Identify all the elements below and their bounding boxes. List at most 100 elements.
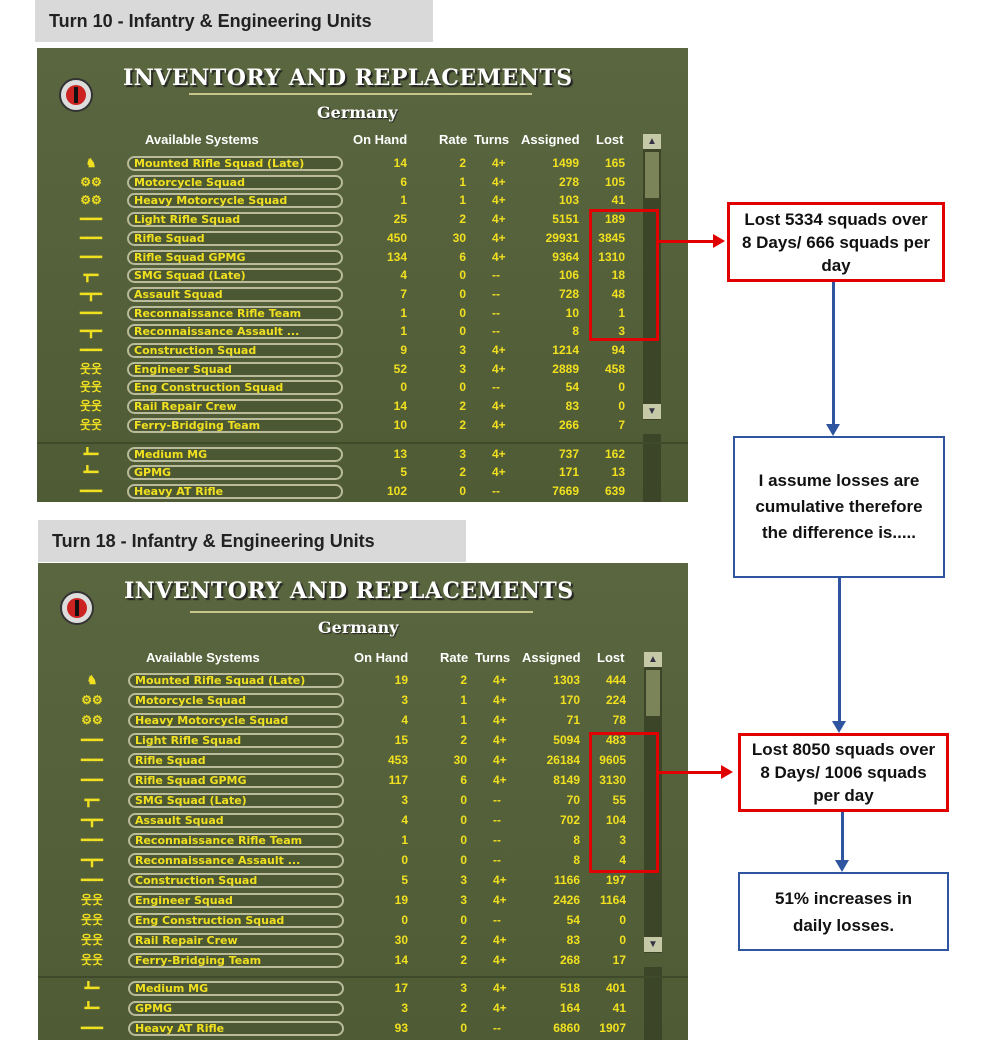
- rate-value: 0: [459, 268, 466, 283]
- scroll-up-button[interactable]: ▲: [643, 134, 661, 149]
- on-hand-value: 19: [394, 673, 408, 687]
- lost-value: 7: [618, 417, 625, 432]
- system-name-button[interactable]: Engineer Squad: [127, 361, 343, 377]
- system-name-button[interactable]: Mounted Rifle Squad (Late): [128, 673, 344, 688]
- lost-value: 18: [611, 268, 625, 283]
- on-hand-value: 9: [400, 343, 407, 357]
- system-name-button[interactable]: Eng Construction Squad: [127, 380, 343, 396]
- on-hand-value: 17: [394, 981, 408, 995]
- lost-value: 444: [605, 673, 626, 687]
- table-row: ⚙⚙ Heavy Motorcycle Squad 4 1 4+ 71 78: [38, 713, 658, 733]
- system-name-button[interactable]: Heavy Motorcycle Squad: [127, 193, 343, 209]
- rifle-icon: ━━━: [81, 733, 103, 747]
- system-name-button[interactable]: Ferry-Bridging Team: [128, 953, 344, 968]
- engineers-icon: 웃웃: [80, 933, 104, 947]
- scroll-up-button[interactable]: ▲: [644, 652, 662, 667]
- turn-18-lost-highlight: [589, 732, 659, 873]
- table-row: 웃웃 Rail Repair Crew 14 2 4+ 83 0: [37, 399, 657, 418]
- table-row: 웃웃 Engineer Squad 52 3 4+ 2889 458: [37, 361, 657, 381]
- turn-10-caption: Turn 10 - Infantry & Engineering Units: [35, 0, 433, 42]
- system-name-button[interactable]: GPMG: [127, 465, 343, 481]
- assigned-value: 170: [559, 693, 580, 707]
- on-hand-value: 0: [401, 853, 408, 867]
- flow-arrowhead-3-icon: [835, 860, 849, 872]
- table-row: ━━━ Light Rifle Squad 15 2 4+ 5094 483: [38, 733, 658, 753]
- system-name-button[interactable]: Engineer Squad: [128, 893, 344, 908]
- scroll-down-button[interactable]: ▼: [644, 937, 662, 952]
- system-name-button[interactable]: Reconnaissance Rifle Team: [127, 305, 343, 321]
- scrollbar-thumb[interactable]: [646, 670, 660, 716]
- flow-arrow-3: [841, 812, 844, 860]
- system-name-button[interactable]: SMG Squad (Late): [128, 793, 344, 808]
- scroll-down-button[interactable]: ▼: [643, 404, 661, 419]
- system-name-button[interactable]: Motorcycle Squad: [127, 174, 343, 190]
- turns-value: --: [493, 913, 501, 927]
- assigned-value: 702: [559, 813, 580, 827]
- system-name-button[interactable]: Eng Construction Squad: [128, 913, 344, 928]
- system-name-button[interactable]: Light Rifle Squad: [128, 733, 344, 748]
- turns-value: 4+: [492, 212, 506, 227]
- scrollbar-track[interactable]: [644, 652, 662, 953]
- header-on-hand: On Hand: [353, 132, 408, 147]
- lost-value: 0: [618, 380, 625, 395]
- system-name-button[interactable]: Medium MG: [128, 981, 344, 996]
- system-name-button[interactable]: Rifle Squad: [128, 753, 344, 768]
- assault-rifle-icon: ━┳━: [80, 286, 102, 301]
- lost-value: 3: [619, 833, 626, 847]
- turns-value: 4+: [493, 753, 507, 767]
- rate-value: 3: [460, 981, 467, 995]
- system-name-button[interactable]: Assault Squad: [127, 286, 343, 302]
- system-name-button[interactable]: Construction Squad: [127, 343, 343, 358]
- system-name-button[interactable]: Heavy AT Rifle: [128, 1021, 344, 1036]
- assigned-value: 164: [559, 1001, 580, 1015]
- rate-value: 0: [460, 813, 467, 827]
- system-name-button[interactable]: Motorcycle Squad: [128, 693, 344, 708]
- flow-arrowhead-1-icon: [826, 424, 840, 436]
- system-name-button[interactable]: Reconnaissance Assault ...: [127, 324, 343, 340]
- system-name-button[interactable]: Rifle Squad: [127, 230, 343, 246]
- on-hand-value: 14: [393, 399, 407, 414]
- table-row: 웃웃 Engineer Squad 19 3 4+ 2426 1164: [38, 893, 658, 913]
- table-row: ━┳━ Reconnaissance Assault ... 1 0 -- 8 3: [37, 324, 657, 343]
- system-name-button[interactable]: Light Rifle Squad: [127, 212, 343, 228]
- scrollbar-thumb[interactable]: [645, 152, 659, 198]
- scrollbar-track-lower[interactable]: [643, 434, 661, 502]
- on-hand-value: 10: [393, 417, 407, 432]
- system-name-button[interactable]: Ferry-Bridging Team: [127, 417, 343, 433]
- system-name-button[interactable]: Rifle Squad GPMG: [127, 249, 343, 265]
- table-row: 웃웃 Eng Construction Squad 0 0 -- 54 0: [37, 380, 657, 399]
- system-name-button[interactable]: SMG Squad (Late): [127, 268, 343, 284]
- turn-10-arrow: [659, 240, 715, 243]
- table-row: ♞ Mounted Rifle Squad (Late) 19 2 4+ 1303 444: [38, 673, 658, 693]
- system-name-button[interactable]: Rail Repair Crew: [128, 933, 344, 948]
- system-name-button[interactable]: Mounted Rifle Squad (Late): [127, 156, 343, 171]
- system-name-button[interactable]: Heavy Motorcycle Squad: [128, 713, 344, 728]
- rate-value: 30: [453, 753, 467, 767]
- assigned-value: 5094: [553, 733, 580, 747]
- rate-value: 6: [460, 773, 467, 787]
- lost-value: 4: [619, 853, 626, 867]
- lost-value: 94: [611, 343, 625, 357]
- turns-value: 4+: [493, 733, 507, 747]
- lost-value: 401: [605, 981, 626, 995]
- on-hand-value: 3: [401, 1001, 408, 1015]
- engineers-icon: 웃웃: [79, 417, 103, 432]
- scrollbar-track-lower[interactable]: [644, 967, 662, 1040]
- smg-icon: ┳━: [84, 793, 100, 807]
- system-name-button[interactable]: GPMG: [128, 1001, 344, 1016]
- lost-value: 224: [605, 693, 626, 707]
- rifle-icon: ━━━: [81, 873, 103, 887]
- engineers-icon: 웃웃: [79, 380, 103, 395]
- system-name-button[interactable]: Construction Squad: [128, 873, 344, 888]
- system-name-button[interactable]: Medium MG: [127, 446, 343, 462]
- system-name-button[interactable]: Reconnaissance Assault ...: [128, 853, 344, 868]
- system-name-button[interactable]: Reconnaissance Rifle Team: [128, 833, 344, 848]
- scrollbar-track[interactable]: [643, 134, 661, 420]
- system-name-button[interactable]: Heavy AT Rifle: [127, 483, 343, 499]
- system-name-button[interactable]: Assault Squad: [128, 813, 344, 828]
- turns-value: 4+: [492, 465, 506, 480]
- system-name-button[interactable]: Rifle Squad GPMG: [128, 773, 344, 788]
- assigned-value: 29931: [545, 230, 579, 245]
- table-row: 웃웃 Eng Construction Squad 0 0 -- 54 0: [38, 913, 658, 933]
- system-name-button[interactable]: Rail Repair Crew: [127, 399, 343, 415]
